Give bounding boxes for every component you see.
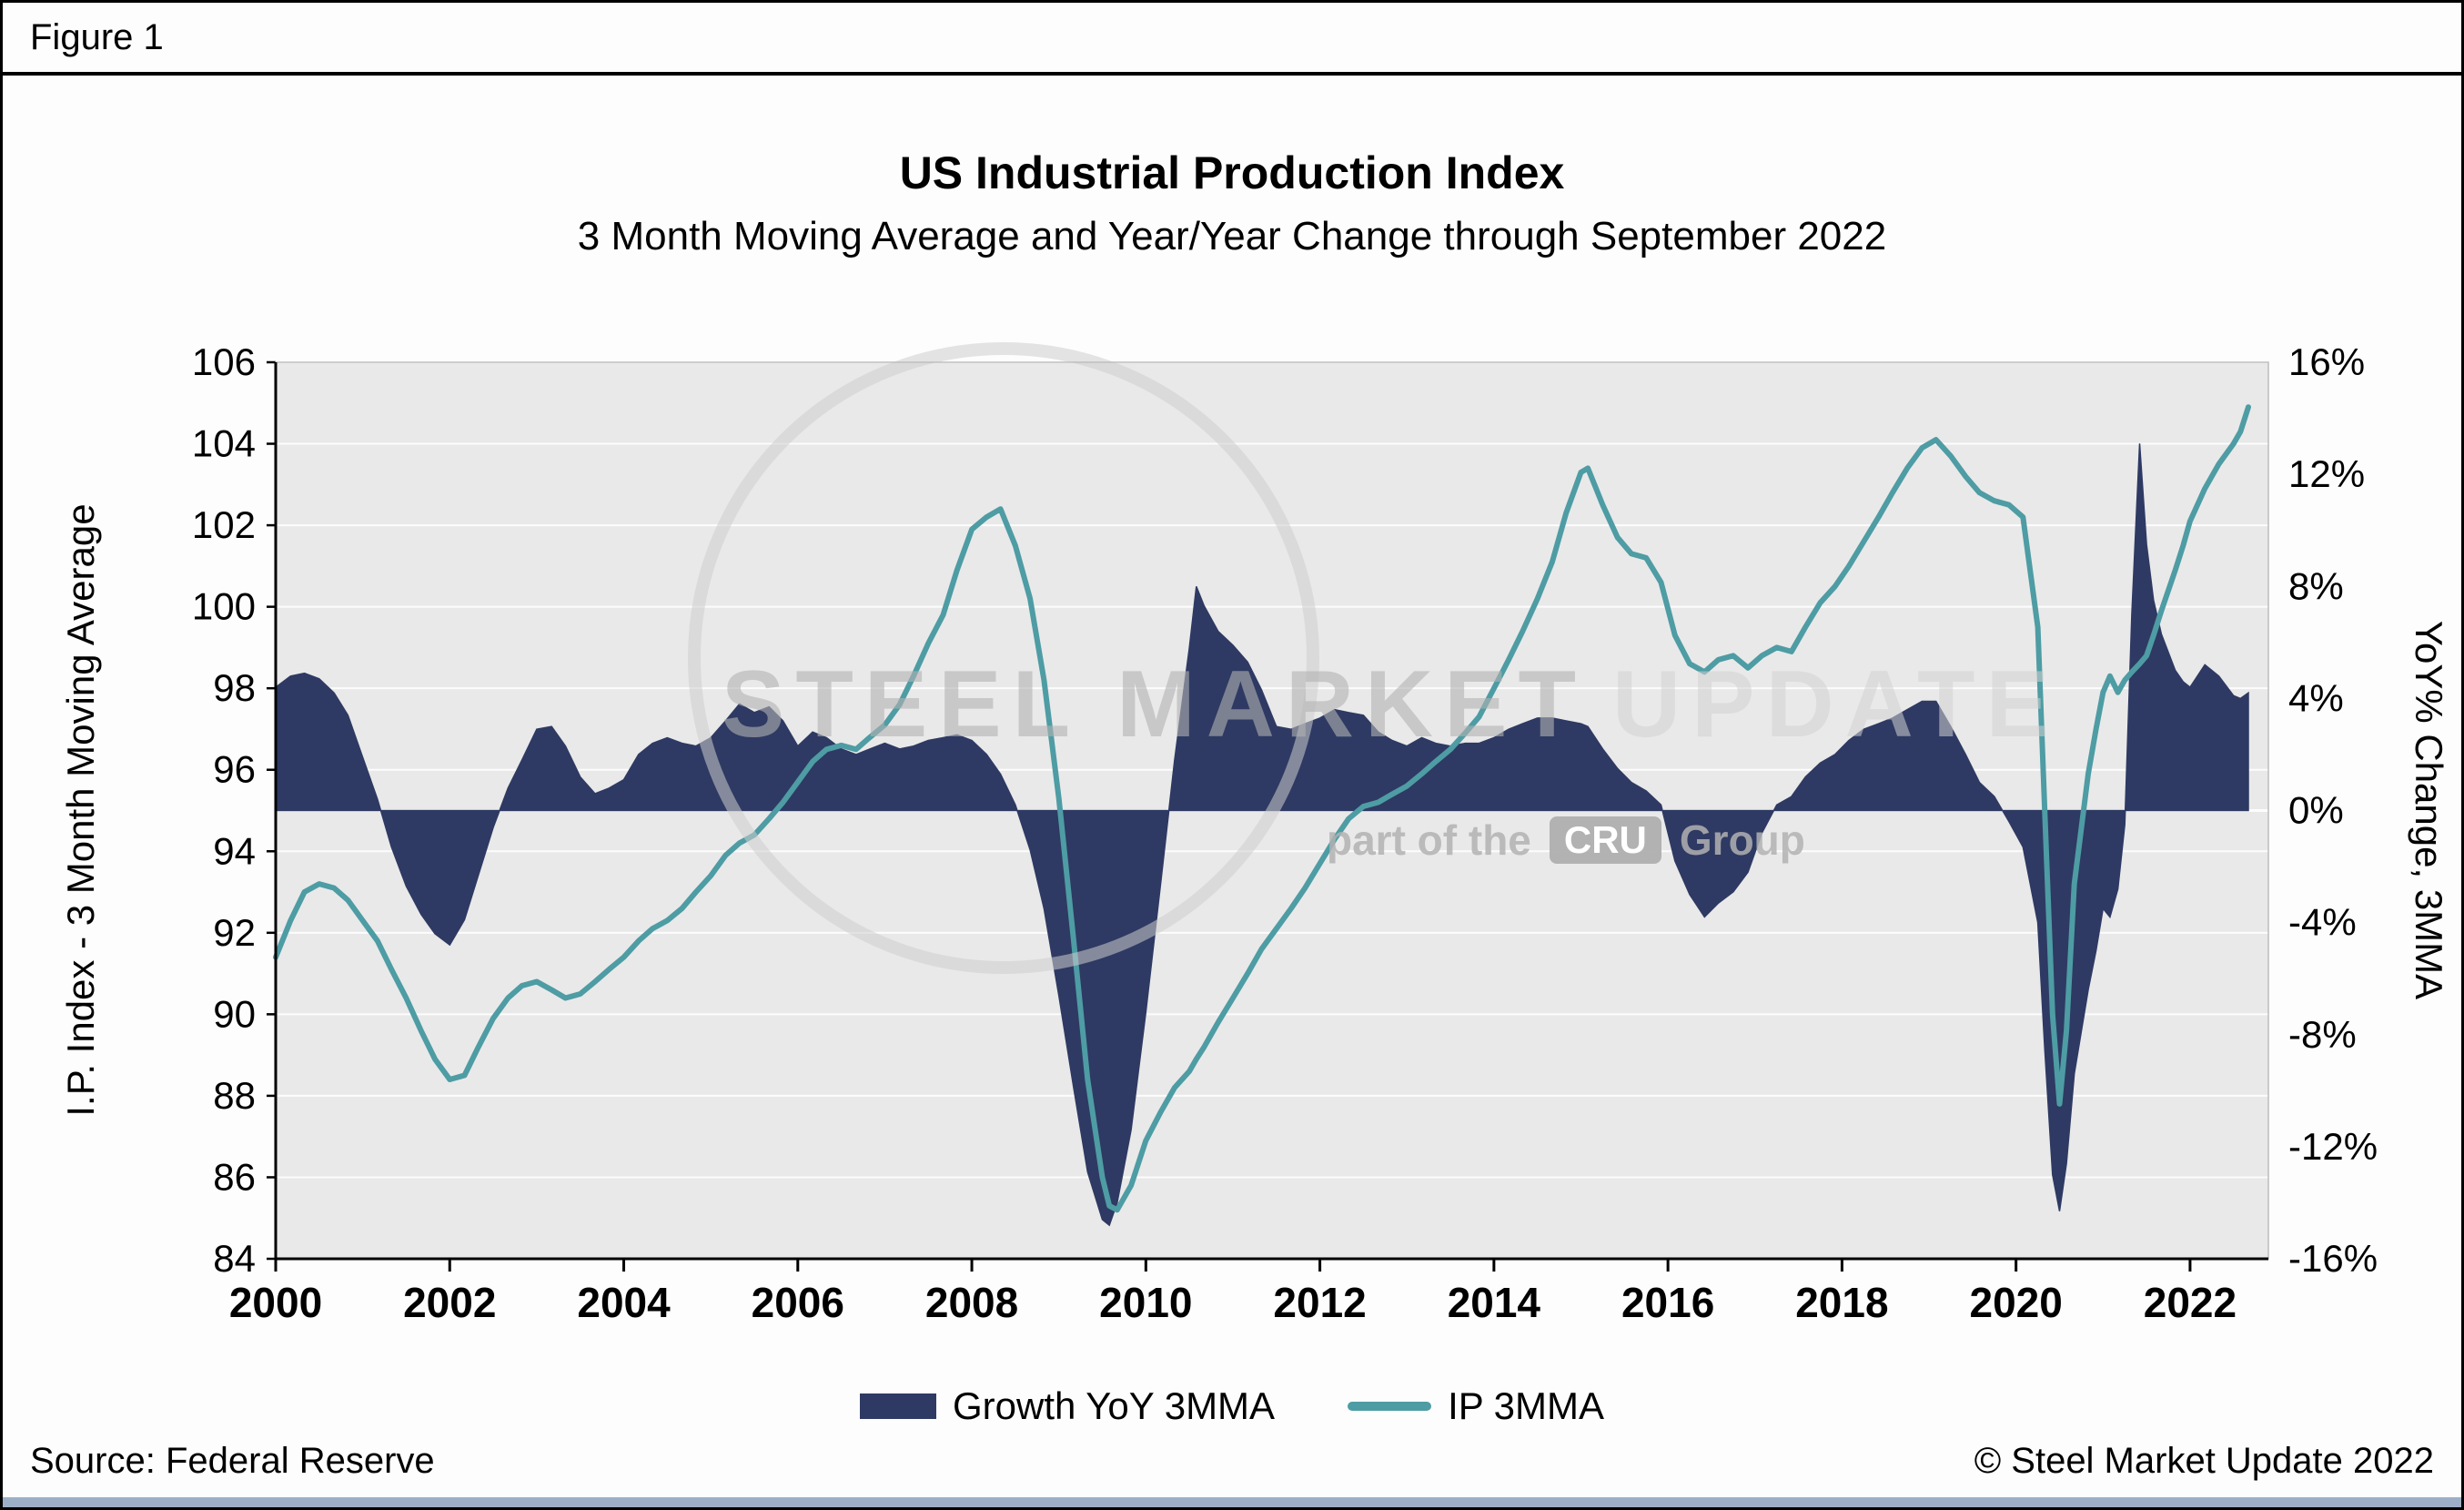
left-axis-tick-label: 96: [213, 748, 256, 791]
legend-item-ip: IP 3MMA: [1348, 1384, 1604, 1428]
chart-title: US Industrial Production Index: [899, 147, 1565, 198]
legend-item-growth: Growth YoY 3MMA: [859, 1384, 1276, 1428]
x-axis-tick-label: 2006: [752, 1279, 844, 1326]
bottom-strip: [3, 1497, 2461, 1507]
chart-legend: Growth YoY 3MMA IP 3MMA: [3, 1384, 2461, 1428]
x-axis-tick-label: 2008: [925, 1279, 1018, 1326]
x-axis-tick-label: 2002: [403, 1279, 496, 1326]
left-axis-tick-label: 100: [192, 585, 256, 628]
copyright-note: © Steel Market Update 2022: [1974, 1441, 2434, 1481]
x-axis-tick-label: 2012: [1273, 1279, 1366, 1326]
legend-swatch-ip: [1348, 1402, 1432, 1411]
left-axis-tick-label: 94: [213, 829, 256, 872]
left-axis-tick-label: 106: [192, 340, 256, 383]
legend-label-ip: IP 3MMA: [1448, 1384, 1604, 1427]
x-axis-tick-label: 2018: [1795, 1279, 1888, 1326]
left-axis-tick-label: 88: [213, 1074, 256, 1117]
left-axis-tick-label: 98: [213, 666, 256, 709]
left-axis-tick-label: 102: [192, 503, 256, 546]
x-axis-tick-label: 2000: [229, 1279, 322, 1326]
right-axis-tick-label: 4%: [2288, 676, 2344, 719]
right-axis-tick-label: -4%: [2288, 901, 2357, 944]
right-axis-tick-label: -8%: [2288, 1013, 2357, 1056]
left-axis-tick-label: 104: [192, 422, 256, 465]
x-axis-tick-label: 2022: [2144, 1279, 2237, 1326]
legend-swatch-growth: [859, 1393, 936, 1419]
right-axis-tick-label: 16%: [2288, 340, 2365, 383]
left-axis-tick-label: 90: [213, 992, 256, 1035]
right-axis-tick-label: 8%: [2288, 564, 2344, 607]
x-axis-tick-label: 2014: [1448, 1279, 1541, 1326]
legend-label-growth: Growth YoY 3MMA: [952, 1384, 1276, 1427]
growth-area-series: [275, 443, 2249, 1227]
left-axis-tick-label: 84: [213, 1237, 256, 1280]
source-note: Source: Federal Reserve: [30, 1441, 435, 1481]
left-axis-tick-label: 92: [213, 911, 256, 954]
x-axis-tick-label: 2010: [1099, 1279, 1192, 1326]
chart-subtitle: 3 Month Moving Average and Year/Year Cha…: [577, 214, 1887, 258]
right-axis-tick-label: -16%: [2288, 1237, 2378, 1280]
x-axis-tick-label: 2020: [1969, 1279, 2062, 1326]
right-axis-tick-label: -12%: [2288, 1125, 2378, 1168]
x-axis-tick-label: 2016: [1621, 1279, 1714, 1326]
chart-canvas: 84 86 88 90 92 94 96 98 100 102 104 106 -16% -12% -8% -…: [192, 340, 2378, 1326]
right-axis-tick-label: 0%: [2288, 789, 2344, 832]
left-axis-tick-label: 86: [213, 1155, 256, 1198]
figure-header: Figure 1: [3, 3, 2461, 76]
ip-line-series: [273, 404, 2251, 1213]
x-axis-tick-label: 2004: [577, 1279, 671, 1326]
right-axis-tick-label: 12%: [2288, 452, 2365, 495]
watermark-ring: [688, 342, 1319, 974]
figure-label: Figure 1: [30, 17, 164, 57]
